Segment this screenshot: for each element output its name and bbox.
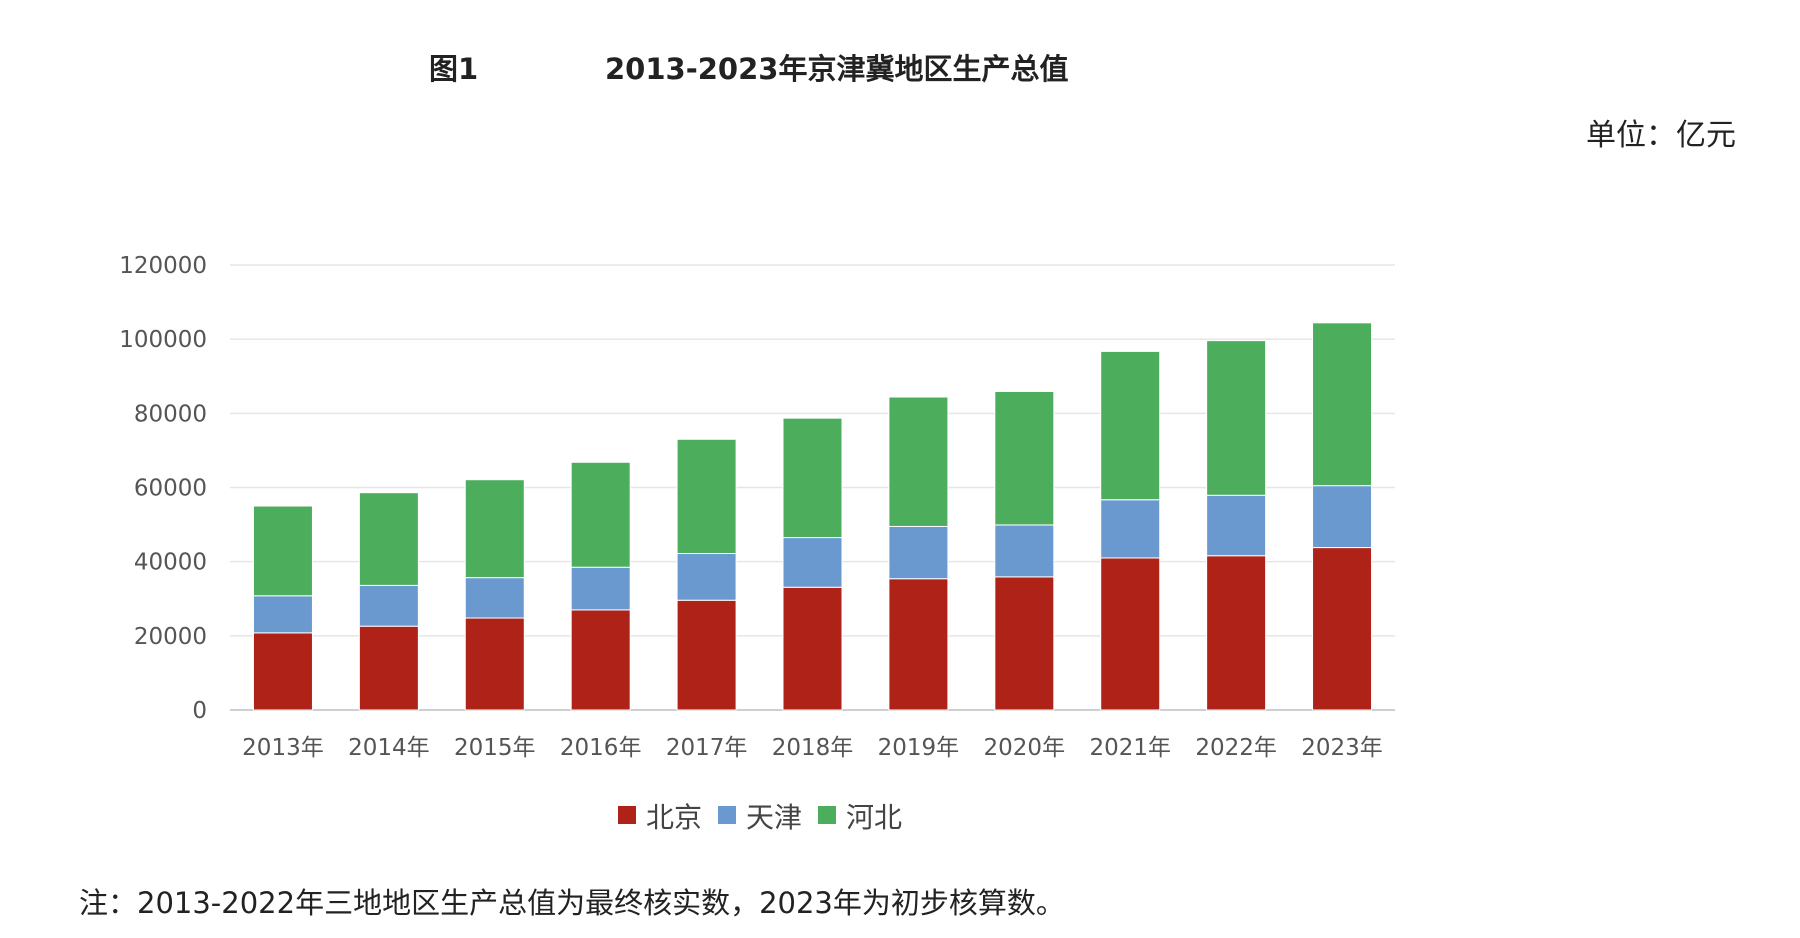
x-axis: 2013年 2014年 2015年 2016年 2017年 2018年 2019年 2020年… [242,735,1383,761]
bar-segment [1100,557,1161,711]
legend-label: 河北 [846,801,902,834]
bar-segment [358,492,419,586]
x-tick-label: 2015年 [454,735,536,761]
bars [252,322,1373,711]
bar-segment [358,584,419,627]
bar-segment [1206,555,1267,711]
bar-segment [676,599,737,711]
bar-segment [464,617,525,711]
bar-segment [994,576,1055,711]
bar-segment [676,438,737,555]
bar-segment [782,417,843,539]
footnote: 注：2013-2022年三地地区生产总值为最终核实数，2023年为初步核算数。 [79,886,1065,920]
bar-segment [1312,322,1373,487]
bar-segment [888,578,949,711]
bar-segment [676,553,737,601]
x-tick-label: 2014年 [348,735,430,761]
unit-label: 单位：亿元 [1586,118,1736,153]
x-tick-label: 2023年 [1301,735,1383,761]
x-tick-label: 2018年 [772,735,854,761]
bar-segment [1206,340,1267,496]
y-tick-label: 120000 [119,253,207,279]
bar-segment [1100,499,1161,559]
x-tick-label: 2020年 [984,735,1066,761]
bar-segment [1100,350,1161,501]
x-tick-label: 2019年 [878,735,960,761]
bar-segment [1312,485,1373,549]
x-tick-label: 2021年 [1089,735,1171,761]
bar-segment [252,595,313,634]
bar-segment [464,479,525,579]
bar-segment [782,537,843,588]
x-tick-label: 2022年 [1195,735,1277,761]
x-tick-label: 2016年 [560,735,642,761]
legend-swatch [818,806,836,824]
bar-segment [1206,494,1267,557]
bar-segment [994,524,1055,578]
legend-label: 天津 [746,801,802,834]
x-tick-label: 2017年 [666,735,748,761]
bar-segment [464,577,525,619]
bar-segment [1312,547,1373,711]
legend-swatch [618,806,636,824]
bar-segment [570,609,631,711]
bar-segment [252,632,313,711]
x-tick-label: 2013年 [242,735,324,761]
legend-swatch [718,806,736,824]
bar-segment [570,566,631,611]
chart-title: 2013-2023年京津冀地区生产总值 [605,52,1069,86]
y-tick-label: 60000 [134,476,207,502]
bar-segment [888,396,949,527]
bar-segment [888,525,949,580]
y-tick-label: 20000 [134,624,207,650]
legend-label: 北京 [646,801,702,834]
figure-label: 图1 [429,52,479,86]
y-tick-label: 100000 [119,327,207,353]
bar-segment [782,586,843,711]
bar-segment [358,625,419,711]
y-tick-label: 0 [192,698,207,724]
y-tick-label: 40000 [134,550,207,576]
bar-segment [994,390,1055,526]
legend: 北京 天津 河北 [618,801,902,834]
y-axis: 0 20000 40000 60000 80000 100000 120000 [119,253,207,724]
y-tick-label: 80000 [134,401,207,427]
bar-segment [570,461,631,568]
bar-segment [252,505,313,597]
